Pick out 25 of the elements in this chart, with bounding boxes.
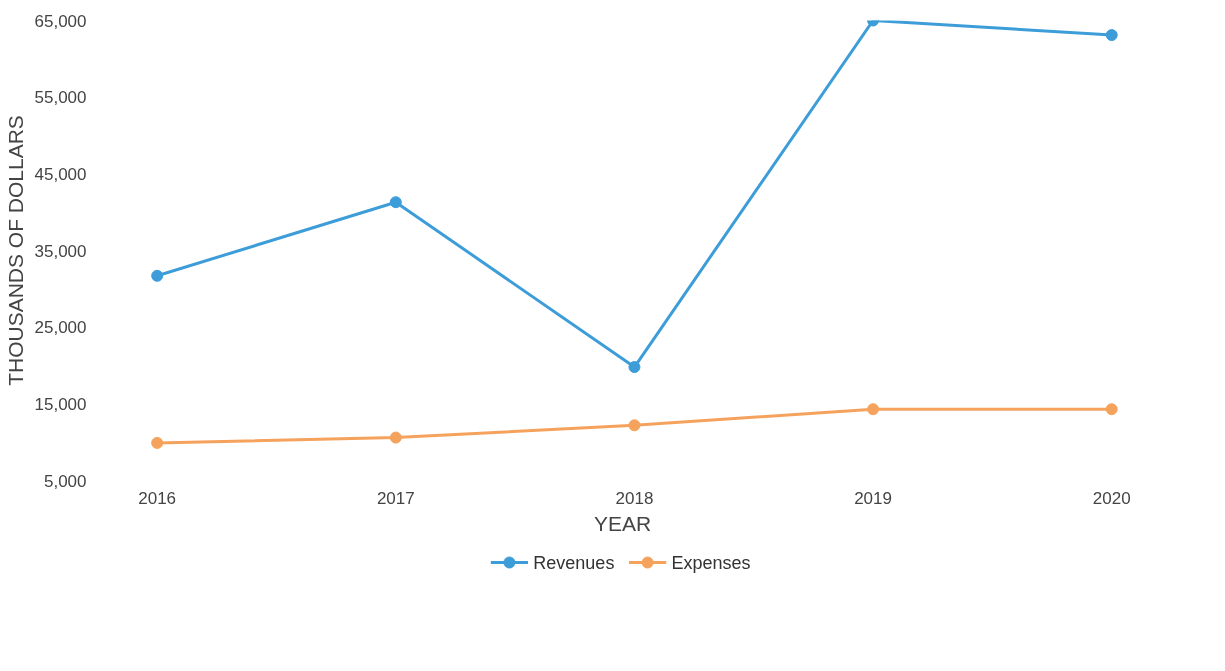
- x-tick-label: 2017: [376, 488, 415, 508]
- y-tick-label: 5,000: [43, 471, 87, 491]
- point: [389, 196, 402, 209]
- x-axis-title: YEAR: [593, 511, 652, 535]
- point: [151, 436, 164, 449]
- x-tick-label: 2016: [138, 488, 177, 508]
- point: [1105, 403, 1118, 416]
- y-tick-label: 35,000: [34, 241, 87, 261]
- y-tick-label: 15,000: [34, 394, 87, 414]
- x-tick-label: 2018: [615, 488, 654, 508]
- point: [389, 431, 402, 444]
- point: [628, 419, 641, 432]
- y-tick-label: 55,000: [34, 88, 87, 108]
- x-tick-label: 2019: [854, 488, 892, 508]
- x-tick-label: 2020: [1092, 488, 1131, 508]
- legend-label: Expenses: [671, 552, 751, 573]
- y-axis-title: THOUSANDS OF DOLLARS: [3, 115, 27, 386]
- point: [1105, 29, 1118, 42]
- point: [628, 361, 641, 374]
- point: [151, 269, 164, 282]
- y-tick-label: 65,000: [34, 11, 87, 31]
- legend-label: Revenues: [533, 552, 615, 573]
- point: [867, 403, 880, 416]
- y-tick-label: 25,000: [34, 318, 87, 338]
- y-tick-label: 45,000: [34, 164, 87, 184]
